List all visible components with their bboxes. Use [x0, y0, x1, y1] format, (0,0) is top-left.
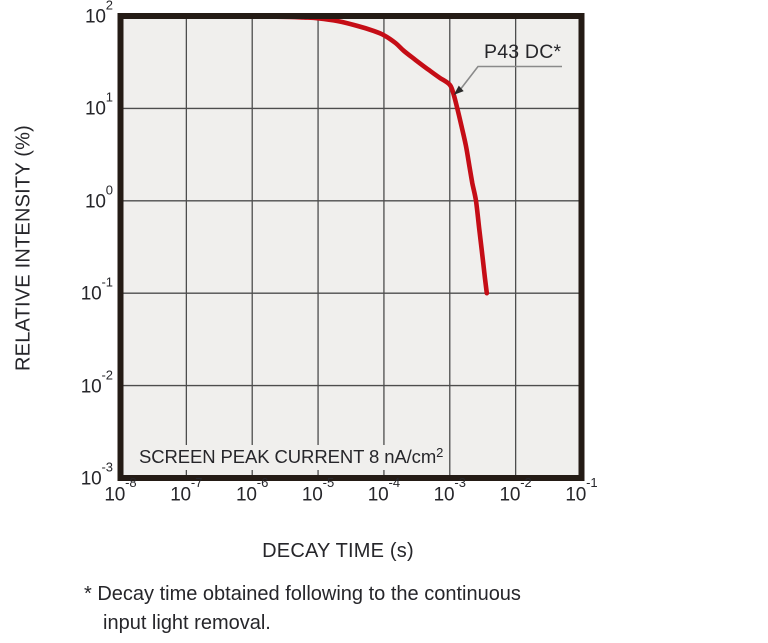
x-tick-label: 10-6 [236, 475, 269, 506]
x-axis-title: DECAY TIME (s) [262, 540, 414, 562]
footnote-line-1: * Decay time obtained following to the c… [84, 583, 521, 605]
plot-background [117, 13, 585, 481]
screen-peak-current-note: SCREEN PEAK CURRENT 8 nA/cm2 [135, 445, 448, 470]
x-tick-label: 10-8 [104, 475, 137, 506]
plot-border [117, 13, 585, 481]
screen-peak-current-superscript: 2 [436, 445, 444, 460]
decay-curve [261, 14, 490, 296]
y-tick-label: 10-3 [80, 459, 113, 490]
x-tick-label: 10-1 [565, 475, 598, 506]
x-tick-label: 10-3 [433, 475, 466, 506]
y-axis-title: RELATIVE INTENSITY (%) [12, 125, 35, 371]
x-tick-label: 10-5 [301, 475, 335, 506]
y-tick-label: 101 [85, 89, 113, 121]
curve-annotation-label: P43 DC* [484, 41, 562, 63]
y-tick-label: 102 [85, 0, 113, 28]
y-tick-label: 10-2 [80, 366, 113, 398]
footnote-line-2: input light removal. [103, 612, 271, 634]
x-tick-label: 10-7 [170, 475, 203, 506]
y-tick-label: 100 [85, 182, 113, 213]
annotation-arrowhead [453, 85, 464, 95]
annotation-leader-line [460, 65, 562, 90]
x-tick-label: 10-4 [367, 475, 401, 506]
x-tick-label: 10-2 [499, 475, 532, 506]
screen-peak-current-text: SCREEN PEAK CURRENT 8 nA/cm [139, 446, 437, 467]
y-tick-label: 10-1 [80, 274, 113, 305]
footnote: * Decay time obtained following to the c… [84, 580, 521, 638]
